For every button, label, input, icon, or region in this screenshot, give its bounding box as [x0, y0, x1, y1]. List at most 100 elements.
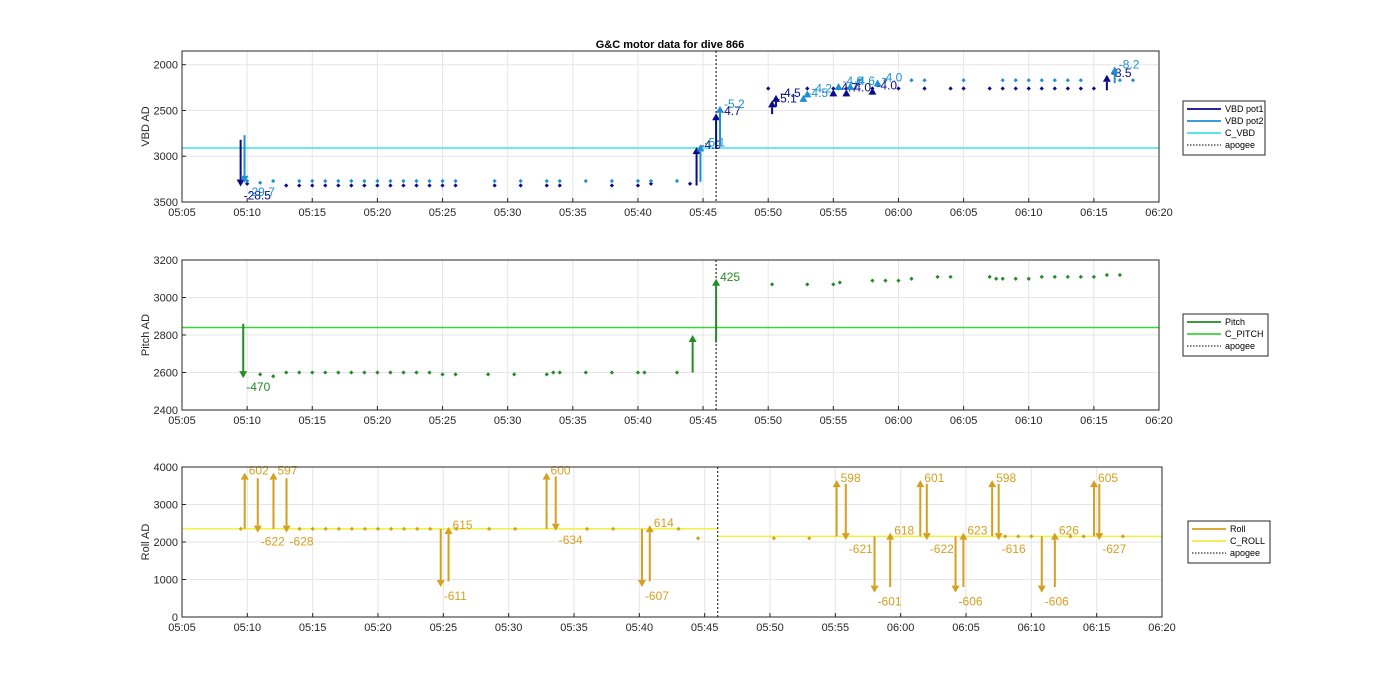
x-tick-label: 06:05: [950, 207, 978, 219]
x-tick-label: 06:15: [1080, 415, 1108, 427]
roll-panel: 05:05 05:10 05:15 05:20 05:25 05:30 05:35 05:40…: [140, 462, 1271, 634]
x-tick-label: 05:45: [689, 207, 717, 219]
data-point: [453, 178, 458, 184]
y-tick-label: 2600: [154, 368, 178, 380]
x-tick-label: 05:35: [559, 207, 587, 219]
data-point: [440, 183, 445, 188]
legend-entry: Roll: [1230, 524, 1246, 534]
x-tick-label: 05:20: [364, 415, 392, 427]
move-arrow-head: [842, 89, 851, 97]
move-arrow-head: [240, 472, 249, 480]
move-label: 601: [924, 471, 944, 485]
move-arrow-head: [768, 100, 777, 108]
data-point: [513, 526, 518, 531]
axes-frame: [181, 259, 1160, 411]
x-tick-label: 06:05: [952, 622, 980, 634]
x-tick-label: 05:45: [689, 415, 717, 427]
figure-title: G&C motor data for dive 866: [596, 39, 745, 51]
x-tick-label: 06:10: [1015, 415, 1043, 427]
move-label: -4.0: [876, 79, 897, 93]
data-point: [362, 370, 367, 375]
move-label: -5.1: [704, 135, 725, 149]
y-tick-label: 3000: [154, 500, 178, 512]
data-point: [1091, 274, 1096, 279]
move-arrow-head: [269, 472, 278, 480]
x-tick-label: 06:10: [1018, 622, 1046, 634]
data-point: [402, 526, 407, 531]
data-point: [609, 370, 615, 375]
move-label: -29.7: [248, 185, 276, 199]
move-label: 598: [996, 471, 1016, 485]
move-label: -4.5: [807, 86, 828, 100]
data-point: [349, 178, 354, 184]
data-point: [807, 536, 812, 541]
move-arrow-head: [886, 532, 895, 540]
move-arrow-head: [253, 525, 262, 533]
x-tick-label: 05:30: [494, 415, 522, 427]
data-point: [584, 526, 590, 531]
data-point: [440, 372, 445, 377]
data-point: [297, 370, 302, 375]
pitch-panel: 05:05 05:10 05:15 05:20 05:25 05:30 05:35 05:40…: [140, 255, 1269, 427]
move-label: -470: [246, 380, 270, 394]
data-point: [238, 526, 243, 531]
move-arrow-head: [994, 533, 1003, 541]
data-point: [453, 183, 458, 188]
data-point: [428, 526, 433, 531]
x-tick-label: 05:20: [364, 207, 392, 219]
move-arrow-head: [1037, 585, 1046, 593]
data-point: [415, 526, 420, 531]
data-point: [323, 526, 328, 531]
data-point: [674, 370, 680, 375]
legend-box: [1182, 100, 1266, 156]
data-point: [870, 278, 875, 283]
x-tick-label: 06:00: [885, 207, 913, 219]
data-point: [427, 178, 432, 184]
data-point: [883, 278, 888, 283]
data-point: [336, 370, 341, 375]
move-label: -5.2: [724, 97, 745, 111]
data-point: [1029, 534, 1034, 539]
data-point: [414, 183, 419, 188]
move-label: -5.1: [776, 91, 797, 105]
x-tick-label: 05:30: [495, 622, 523, 634]
move-arrow-head: [803, 90, 812, 98]
move-label: -606: [959, 595, 983, 609]
data-point: [935, 274, 940, 279]
data-point: [375, 526, 381, 531]
data-point: [336, 526, 341, 531]
data-point: [336, 178, 341, 184]
x-tick-label: 06:15: [1083, 622, 1111, 634]
move-arrow-head: [1110, 66, 1119, 74]
data-point: [1003, 534, 1008, 539]
data-point: [401, 178, 406, 184]
move-arrow-head: [240, 175, 249, 183]
data-point: [648, 181, 654, 186]
x-tick-label: 05:50: [756, 622, 784, 634]
data-point: [414, 370, 419, 375]
x-tick-label: 05:15: [299, 415, 327, 427]
x-tick-label: 05:05: [168, 207, 196, 219]
x-tick-label: 05:50: [754, 415, 782, 427]
data-point: [909, 276, 914, 281]
data-point: [518, 183, 523, 188]
legend-entry: apogee: [1230, 548, 1260, 558]
data-point: [375, 178, 380, 184]
data-point: [453, 372, 458, 377]
data-point: [948, 274, 953, 279]
data-point: [1078, 274, 1083, 279]
vbd-panel: 05:05 05:10 05:15 05:20 05:25 05:30 05:35 05:40…: [140, 50, 1266, 219]
x-tick-label: 06:00: [885, 415, 913, 427]
data-point: [805, 282, 810, 287]
move-label: 597: [277, 464, 297, 478]
y-tick-label: 4000: [154, 462, 178, 474]
x-tick-label: 05:55: [822, 622, 850, 634]
data-point: [896, 278, 901, 283]
move-arrow-head: [542, 472, 551, 480]
data-point: [414, 178, 419, 184]
x-tick-label: 06:20: [1145, 207, 1173, 219]
move-arrow-head: [841, 533, 850, 541]
data-point: [492, 178, 497, 184]
move-arrow-head: [868, 87, 877, 95]
